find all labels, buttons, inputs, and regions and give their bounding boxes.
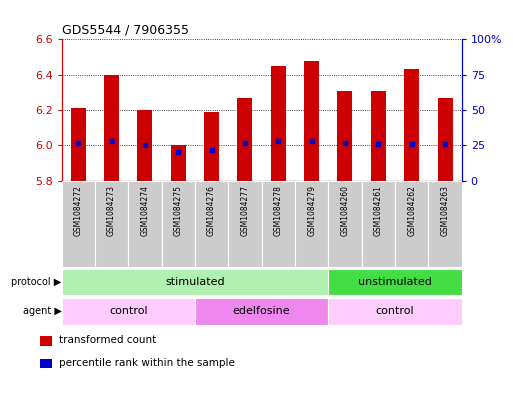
Bar — [371, 90, 386, 181]
Bar — [195, 298, 328, 325]
Text: GSM1084263: GSM1084263 — [441, 185, 449, 236]
Bar — [128, 181, 162, 267]
Text: GSM1084262: GSM1084262 — [407, 185, 416, 236]
Bar — [438, 97, 452, 181]
Bar — [262, 181, 295, 267]
Text: GSM1084278: GSM1084278 — [274, 185, 283, 236]
Bar — [404, 69, 419, 181]
Text: stimulated: stimulated — [165, 277, 225, 287]
Bar — [328, 269, 462, 295]
Text: GSM1084261: GSM1084261 — [374, 185, 383, 236]
Bar — [428, 181, 462, 267]
Bar — [40, 336, 52, 345]
Bar — [71, 108, 86, 181]
Bar — [295, 181, 328, 267]
Bar — [62, 269, 328, 295]
Bar — [62, 181, 95, 267]
Text: transformed count: transformed count — [60, 336, 156, 345]
Text: percentile rank within the sample: percentile rank within the sample — [60, 358, 235, 368]
Bar — [162, 181, 195, 267]
Bar — [328, 181, 362, 267]
Bar — [271, 66, 286, 181]
Bar — [362, 181, 395, 267]
Bar — [328, 298, 462, 325]
Text: GDS5544 / 7906355: GDS5544 / 7906355 — [62, 24, 189, 37]
Bar — [238, 97, 252, 181]
Bar — [104, 75, 119, 181]
Text: protocol ▶: protocol ▶ — [11, 277, 62, 287]
Text: GSM1084260: GSM1084260 — [341, 185, 349, 236]
Text: GSM1084276: GSM1084276 — [207, 185, 216, 236]
Text: GSM1084272: GSM1084272 — [74, 185, 83, 236]
Bar — [195, 181, 228, 267]
Bar — [171, 145, 186, 181]
Text: GSM1084273: GSM1084273 — [107, 185, 116, 236]
Text: GSM1084277: GSM1084277 — [241, 185, 249, 236]
Bar — [204, 112, 219, 181]
Bar — [395, 181, 428, 267]
Bar — [62, 298, 195, 325]
Text: control: control — [109, 307, 148, 316]
Text: edelfosine: edelfosine — [233, 307, 290, 316]
Text: agent ▶: agent ▶ — [23, 307, 62, 316]
Bar — [137, 110, 152, 181]
Bar — [338, 90, 352, 181]
Text: unstimulated: unstimulated — [358, 277, 432, 287]
Text: GSM1084275: GSM1084275 — [174, 185, 183, 236]
Text: control: control — [376, 307, 415, 316]
Bar — [95, 181, 128, 267]
Text: GSM1084279: GSM1084279 — [307, 185, 316, 236]
Text: GSM1084274: GSM1084274 — [141, 185, 149, 236]
Bar — [228, 181, 262, 267]
Bar — [304, 61, 319, 181]
Bar — [40, 359, 52, 368]
